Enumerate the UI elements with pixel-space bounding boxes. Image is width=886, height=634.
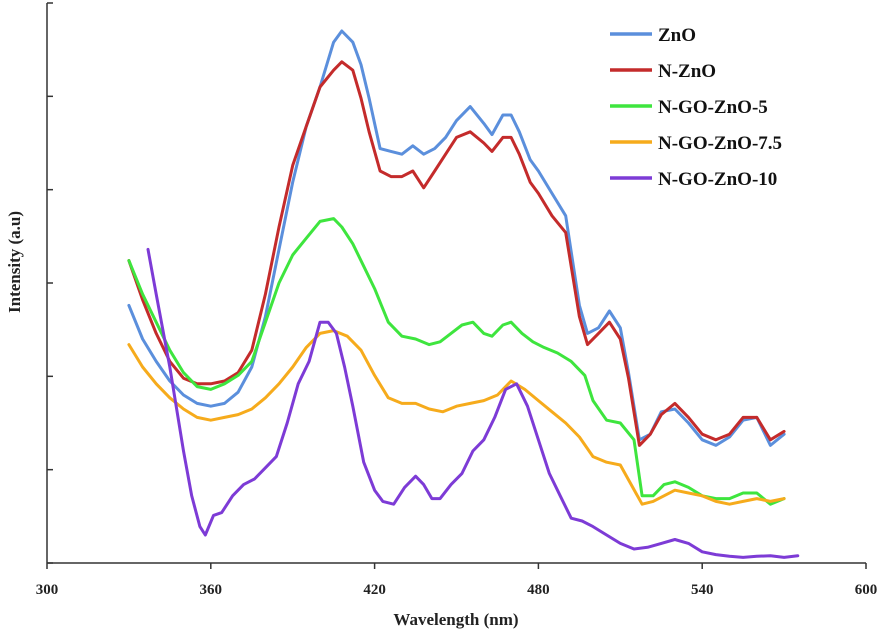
series-line-n-go-zno-7-5: [127, 329, 786, 506]
x-tick-label: 420: [363, 582, 386, 598]
legend-label: N-GO-ZnO-5: [658, 97, 768, 118]
legend-label: ZnO: [658, 25, 696, 46]
y-axis-ticks: [47, 2, 53, 564]
x-tick-label: 300: [36, 582, 59, 598]
y-axis-title: Intensity (a.u): [5, 211, 24, 313]
series-lines: [127, 29, 800, 559]
series-line-n-go-zno-5: [127, 217, 786, 506]
series-line-n-go-zno-10: [146, 247, 800, 559]
x-axis-title: Wavelength (nm): [393, 610, 518, 629]
x-tick-label: 480: [527, 582, 550, 598]
x-tick-label: 540: [691, 582, 714, 598]
x-tick-label: 600: [855, 582, 878, 598]
legend-label: N-GO-ZnO-10: [658, 169, 777, 190]
x-tick-label: 360: [200, 582, 223, 598]
legend-label: N-GO-ZnO-7.5: [658, 133, 782, 154]
x-axis-ticks: 300 360 420 480 540 600: [36, 563, 878, 598]
legend: ZnO N-ZnO N-GO-ZnO-5 N-GO-ZnO-7.5 N-GO-ZnO-1…: [610, 25, 782, 190]
series-line-n-zno: [127, 60, 786, 447]
legend-label: N-ZnO: [658, 61, 716, 82]
